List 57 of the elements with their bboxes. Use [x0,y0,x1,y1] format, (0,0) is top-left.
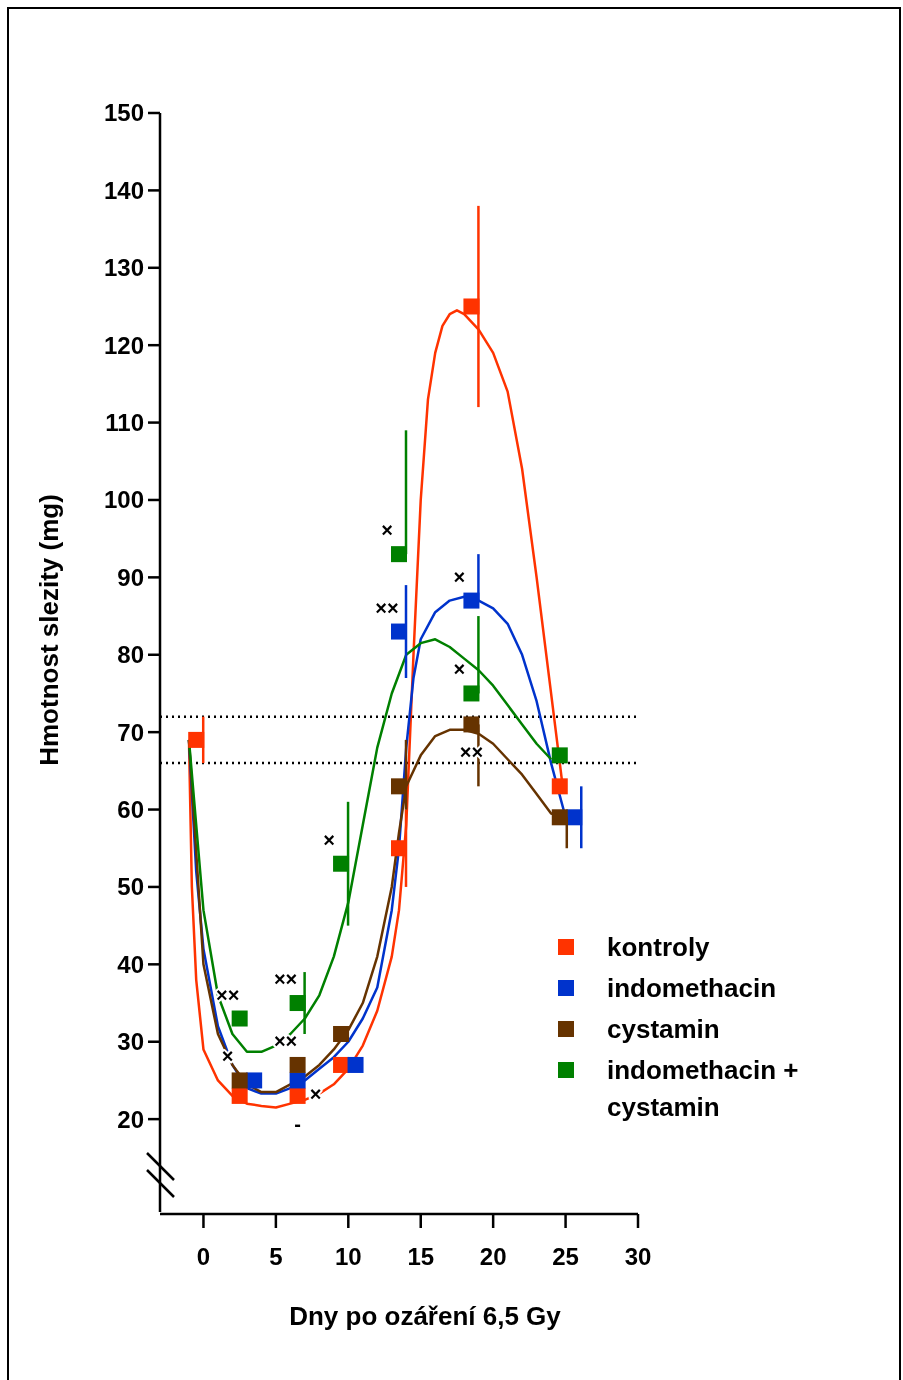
data-label: ×× [273,968,298,991]
data-label: × [453,565,466,588]
point [231,1087,248,1104]
point [333,855,350,872]
point [551,747,568,764]
y-tick-label: 50 [117,873,144,901]
x-tick-label: 25 [552,1243,579,1270]
point [391,623,407,640]
point [347,1056,364,1073]
x-axis-title: Dny po ozáření 6,5 Gy [289,1301,562,1331]
point [333,1025,350,1042]
x-tick-label: 20 [479,1243,507,1270]
y-tick-label: 60 [117,795,144,823]
data-label: ×× [375,596,399,619]
y-tick-label: 150 [103,99,144,127]
legend-label: kontroly [607,932,711,963]
y-tick-label: 120 [103,331,144,359]
point [391,778,407,795]
y-tick-label: 80 [117,641,144,669]
y-tick-label: 90 [117,563,144,591]
y-tick-label: 130 [103,254,144,282]
point [231,1072,248,1089]
data-label: × [381,519,393,542]
point [463,685,480,702]
point [231,1010,248,1027]
x-tick-label: 30 [624,1243,652,1270]
x-tick-label: 5 [269,1243,283,1270]
y-axis-title: Hmotnost slezity (mg) [34,494,64,766]
x-tick-label: 0 [196,1243,211,1270]
data-label: - [294,1112,301,1135]
point [551,809,568,826]
point [463,592,480,609]
y-tick-label: 40 [117,950,144,978]
x-tick-label: 10 [334,1243,362,1270]
x-tick-label: 15 [407,1243,435,1270]
point [391,840,407,857]
point [463,298,480,315]
point [188,731,205,748]
y-tick-label: 140 [103,176,144,204]
legend-label: indomethacin + cystamin [607,1055,799,1123]
y-tick-label: 70 [117,718,144,746]
point [289,1056,306,1073]
point [289,1087,306,1104]
data-label: × [323,828,335,851]
y-tick-label: 110 [105,408,144,436]
point [333,1056,350,1073]
point [463,716,480,733]
point [289,995,306,1012]
point [391,546,407,563]
data-label: × [453,658,466,681]
legend-label: indomethacin [607,973,777,1004]
point [289,1072,306,1089]
y-tick-label: 100 [103,486,144,514]
point [551,778,568,795]
y-tick-label: 30 [117,1028,144,1056]
y-tick-label: 20 [117,1105,144,1133]
legend-label: cystamin [607,1014,720,1045]
